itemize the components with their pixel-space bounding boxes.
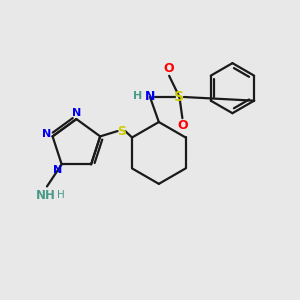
Text: S: S bbox=[174, 90, 184, 104]
Text: N: N bbox=[72, 108, 81, 118]
Text: N: N bbox=[42, 129, 51, 140]
Text: S: S bbox=[117, 124, 126, 138]
Text: O: O bbox=[177, 119, 188, 132]
Text: H: H bbox=[133, 91, 142, 100]
Text: H: H bbox=[57, 190, 65, 200]
Text: N: N bbox=[53, 165, 62, 175]
Text: N: N bbox=[145, 91, 155, 103]
Text: NH: NH bbox=[35, 189, 56, 202]
Text: O: O bbox=[164, 62, 175, 75]
